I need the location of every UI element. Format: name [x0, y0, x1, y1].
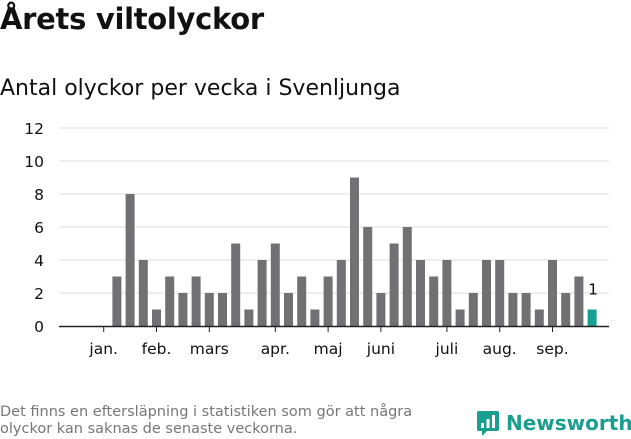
bar — [125, 194, 135, 326]
bar — [204, 293, 214, 326]
x-tick-label: juni — [366, 340, 395, 358]
bar — [455, 309, 465, 326]
x-tick-label: juli — [435, 340, 459, 358]
bar — [495, 260, 505, 326]
brand[interactable]: Newsworthy — [476, 409, 631, 437]
bar — [416, 260, 425, 326]
bar — [323, 276, 333, 326]
bar — [350, 177, 359, 326]
x-tick-label: apr. — [261, 340, 290, 358]
y-tick-label: 12 — [24, 120, 44, 138]
bar — [534, 309, 544, 326]
x-tick-label: jan. — [88, 340, 118, 358]
brand-name: Newsworthy — [506, 411, 631, 435]
bar — [561, 293, 571, 326]
x-tick-label: feb. — [142, 340, 172, 358]
chart-subtitle: Antal olyckor per vecka i Svenljunga — [0, 76, 401, 101]
x-tick-label: mars — [190, 340, 229, 358]
bar — [231, 243, 241, 326]
bar — [468, 293, 478, 326]
footnote: Det finns en eftersläpning i statistiken… — [0, 404, 413, 437]
bar — [165, 276, 175, 326]
chart-title: Årets viltolyckor — [0, 2, 264, 36]
bar — [376, 293, 386, 326]
x-tick-label: maj — [314, 340, 343, 358]
bar — [244, 309, 254, 326]
bar-chart: 0 2 4 6 8 10 12 1 jan. feb. mars apr. maj juni juli aug… — [24, 120, 609, 358]
bar — [429, 276, 439, 326]
last-value-label: 1 — [588, 281, 598, 299]
bar — [297, 276, 307, 326]
bar — [218, 293, 227, 326]
bar — [178, 293, 188, 326]
bar — [442, 260, 452, 326]
bar — [574, 276, 584, 326]
y-tick-label: 8 — [34, 186, 44, 204]
bar — [310, 309, 320, 326]
y-tick-label: 4 — [34, 252, 44, 270]
x-tick-label: aug. — [483, 340, 517, 358]
bar — [402, 227, 412, 326]
bar — [482, 260, 491, 326]
bar — [336, 260, 346, 326]
y-tick-label: 6 — [34, 219, 44, 237]
bar — [521, 293, 531, 326]
newsworthy-logo-icon — [477, 411, 499, 436]
y-tick-label: 2 — [34, 285, 44, 303]
bar — [508, 293, 518, 326]
bar — [138, 260, 148, 326]
bar — [257, 260, 267, 326]
bar — [548, 260, 557, 326]
bar-current-week — [587, 309, 597, 326]
x-tick-label: sep. — [536, 340, 568, 358]
bar — [389, 243, 399, 326]
bar — [270, 243, 280, 326]
bar — [363, 227, 373, 326]
bar — [152, 309, 161, 326]
y-tick-label: 0 — [34, 318, 44, 336]
bar — [112, 276, 122, 326]
bar — [284, 293, 293, 326]
bar — [191, 276, 201, 326]
y-tick-label: 10 — [24, 153, 44, 171]
